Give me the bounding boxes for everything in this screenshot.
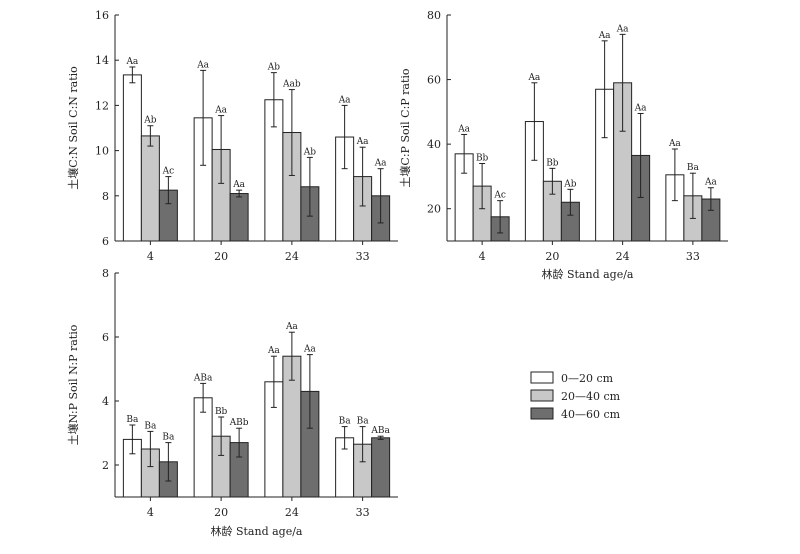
y-tick-label: 80 (427, 9, 441, 22)
legend-swatch (530, 371, 554, 384)
significance-label: Ab (303, 147, 316, 157)
bar (229, 193, 249, 242)
significance-label: Ab (143, 116, 156, 126)
legend-swatch (530, 389, 554, 402)
x-tick-label: 20 (214, 506, 228, 519)
significance-label: Aa (338, 95, 351, 105)
significance-label: Aa (303, 345, 316, 355)
x-tick-label: 24 (285, 250, 299, 263)
significance-label: Ba (162, 433, 175, 443)
x-tick-label: 20 (214, 250, 228, 263)
chart-panel-2: 20 40 60 80 土壤C:P Soil C:P ratio 林龄 Stand age… (398, 9, 728, 281)
significance-label: Bb (476, 154, 489, 164)
chart-panel-1: 6 8 10 12 14 16 土壤C:N Soil C:N ratio 4 Aa Ab Ac 20 A… (66, 9, 398, 263)
significance-label: Ab (267, 63, 280, 73)
x-tick-label: 24 (616, 250, 630, 263)
significance-label: ABa (370, 426, 390, 436)
y-tick-label: 6 (102, 235, 109, 248)
significance-label: Aa (232, 180, 245, 190)
x-tick-label: 33 (356, 506, 370, 519)
y-tick-label: 16 (95, 9, 109, 22)
legend-swatch (530, 407, 554, 420)
y-tick-label: 60 (427, 74, 441, 87)
significance-label: Ba (687, 163, 700, 173)
bar (140, 135, 160, 242)
significance-label: Aa (616, 24, 629, 34)
significance-label: Ab (563, 179, 576, 189)
legend: 0—20 cm 20—40 cm 40—60 cm (530, 371, 621, 421)
significance-label: Aa (598, 31, 611, 41)
x-axis-label: 林龄 Stand age/a (210, 524, 302, 538)
significance-label: Aa (125, 57, 138, 67)
x-tick-label: 33 (686, 250, 700, 263)
y-tick-label: 6 (102, 331, 109, 344)
significance-label: Ba (339, 417, 352, 427)
y-tick-label: 20 (427, 203, 441, 216)
significance-label: Aa (196, 60, 209, 70)
significance-label: Bb (215, 407, 228, 417)
significance-label: Aa (356, 137, 369, 147)
y-axis-label: 土壤N:P Soil N:P ratio (66, 324, 80, 445)
significance-label: Aa (267, 346, 280, 356)
significance-label: Bb (546, 158, 559, 168)
x-axis-label: 林龄 Stand age/a (541, 267, 633, 281)
y-tick-label: 8 (102, 190, 109, 203)
significance-label: Ac (162, 167, 175, 177)
y-tick-label: 12 (95, 99, 109, 112)
x-tick-label: 4 (479, 250, 486, 263)
y-tick-label: 10 (95, 145, 109, 158)
y-tick-label: 2 (102, 459, 109, 472)
x-tick-label: 4 (147, 506, 154, 519)
y-tick-label: 14 (95, 54, 109, 67)
y-tick-label: 40 (427, 138, 441, 151)
significance-label: ABb (229, 418, 249, 428)
significance-label: Aa (285, 322, 298, 332)
significance-label: Aa (634, 103, 647, 113)
significance-label: Ba (126, 415, 139, 425)
significance-label: Aa (457, 124, 470, 134)
significance-label: Aa (527, 73, 540, 83)
significance-label: Aa (668, 139, 681, 149)
significance-label: Aab (282, 80, 301, 90)
bar (122, 74, 142, 242)
significance-label: Aa (704, 178, 717, 188)
x-tick-label: 20 (545, 250, 559, 263)
significance-label: Ac (493, 191, 506, 201)
significance-label: Aa (214, 106, 227, 116)
significance-label: Aa (374, 159, 387, 169)
legend-label: 0—20 cm (561, 372, 614, 385)
legend-label: 20—40 cm (561, 390, 621, 403)
x-tick-label: 4 (147, 250, 154, 263)
y-tick-label: 4 (102, 395, 109, 408)
y-axis-label: 土壤C:N Soil C:N ratio (66, 66, 80, 190)
x-tick-label: 33 (356, 250, 370, 263)
bar (371, 437, 391, 498)
x-tick-label: 24 (285, 506, 299, 519)
significance-label: Ba (357, 417, 370, 427)
y-axis-label: 土壤C:P Soil C:P ratio (398, 68, 412, 187)
legend-label: 40—60 cm (561, 408, 621, 421)
significance-label: Ba (144, 421, 157, 431)
significance-label: ABa (193, 373, 213, 383)
y-tick-label: 8 (102, 267, 109, 280)
